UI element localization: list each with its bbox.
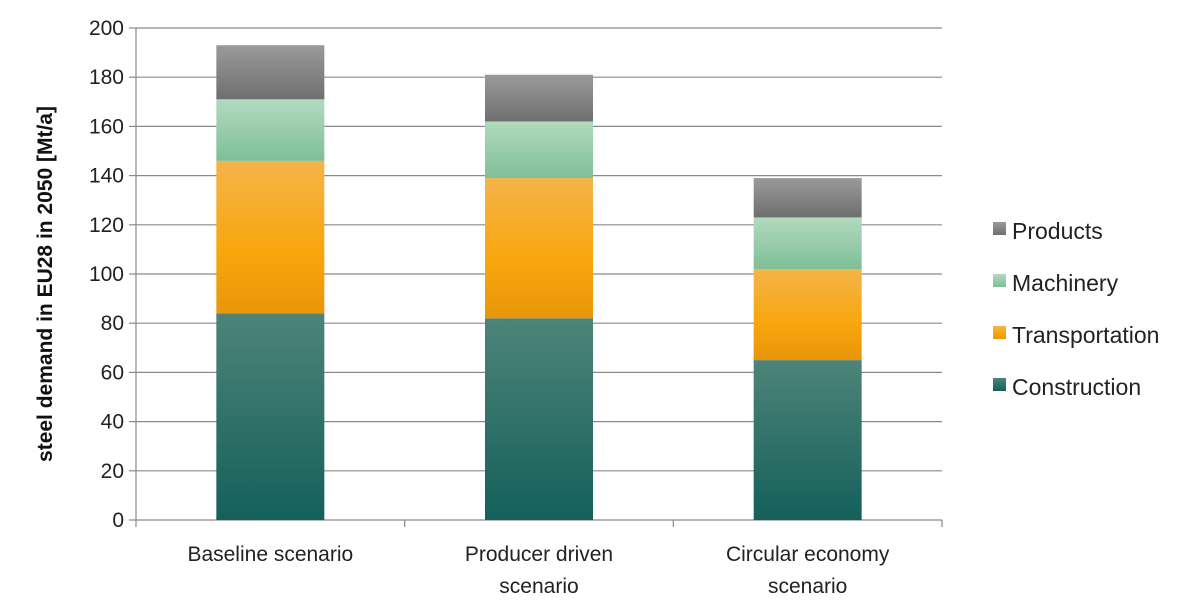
bar-segment-products-circular-economy-scenario (753, 178, 862, 218)
y-tick-label-20: 20 (101, 460, 124, 483)
legend-swatch-transportation (993, 326, 1006, 339)
bar-segment-construction-baseline-scenario (216, 313, 325, 520)
x-category-label-producer-driven-scenario: Producer driven scenario (465, 543, 613, 598)
y-axis-title: steel demand in EU28 in 2050 [Mt/a] (34, 106, 57, 462)
y-tick-labels: 0 20 40 60 80 100 120 140 160 180 200 (89, 17, 124, 532)
x-category-label-line: Circular economy (726, 543, 890, 566)
x-category-label-line: Baseline scenario (187, 543, 353, 566)
y-tick-label-0: 0 (112, 509, 124, 532)
bar-segment-transportation-producer-driven-scenario (485, 178, 593, 319)
bar-segment-construction-circular-economy-scenario (753, 360, 862, 520)
x-category-label-circular-economy-scenario: Circular economy scenario (726, 543, 890, 598)
bar-segment-transportation-circular-economy-scenario (753, 269, 862, 361)
bar-segment-products-baseline-scenario (216, 45, 325, 100)
y-tick-label-120: 120 (89, 214, 124, 237)
legend-label-machinery: Machinery (1012, 270, 1119, 296)
y-tick-label-60: 60 (101, 361, 124, 384)
y-tick-label-180: 180 (89, 66, 124, 89)
legend-item-machinery: Machinery (993, 270, 1119, 296)
legend-item-transportation: Transportation (993, 322, 1159, 348)
x-category-label-line: Producer driven (465, 543, 613, 566)
bar-segment-machinery-circular-economy-scenario (753, 217, 862, 270)
y-tick-label-200: 200 (89, 17, 124, 40)
bar-segment-machinery-baseline-scenario (216, 99, 325, 161)
bar-stack-baseline-scenario (216, 45, 325, 520)
legend-swatch-machinery (993, 274, 1006, 287)
bar-segment-construction-producer-driven-scenario (485, 318, 593, 520)
y-tick-label-140: 140 (89, 165, 124, 188)
y-tick-label-100: 100 (89, 263, 124, 286)
legend-label-products: Products (1012, 218, 1103, 244)
x-category-labels: Baseline scenario Producer driven scenario… (187, 543, 889, 598)
bar-stack-circular-economy-scenario (753, 178, 862, 520)
x-category-label-line: scenario (768, 575, 847, 598)
legend-label-transportation: Transportation (1012, 322, 1159, 348)
legend-swatch-products (993, 222, 1006, 235)
legend-item-products: Products (993, 218, 1103, 244)
legend-item-construction: Construction (993, 374, 1141, 400)
bar-stack-producer-driven-scenario (485, 74, 593, 520)
bar-segment-machinery-producer-driven-scenario (485, 121, 593, 179)
x-category-label-baseline-scenario: Baseline scenario (187, 543, 353, 566)
legend-label-construction: Construction (1012, 374, 1141, 400)
y-tick-label-40: 40 (101, 411, 124, 434)
y-tick-label-160: 160 (89, 115, 124, 138)
x-category-label-line: scenario (499, 575, 578, 598)
bar-segment-transportation-baseline-scenario (216, 160, 325, 314)
y-tick-label-80: 80 (101, 312, 124, 335)
legend: Products Machinery Transportation Construct… (993, 218, 1159, 400)
bars (216, 45, 862, 520)
bar-segment-products-producer-driven-scenario (485, 74, 593, 122)
legend-swatch-construction (993, 378, 1006, 391)
